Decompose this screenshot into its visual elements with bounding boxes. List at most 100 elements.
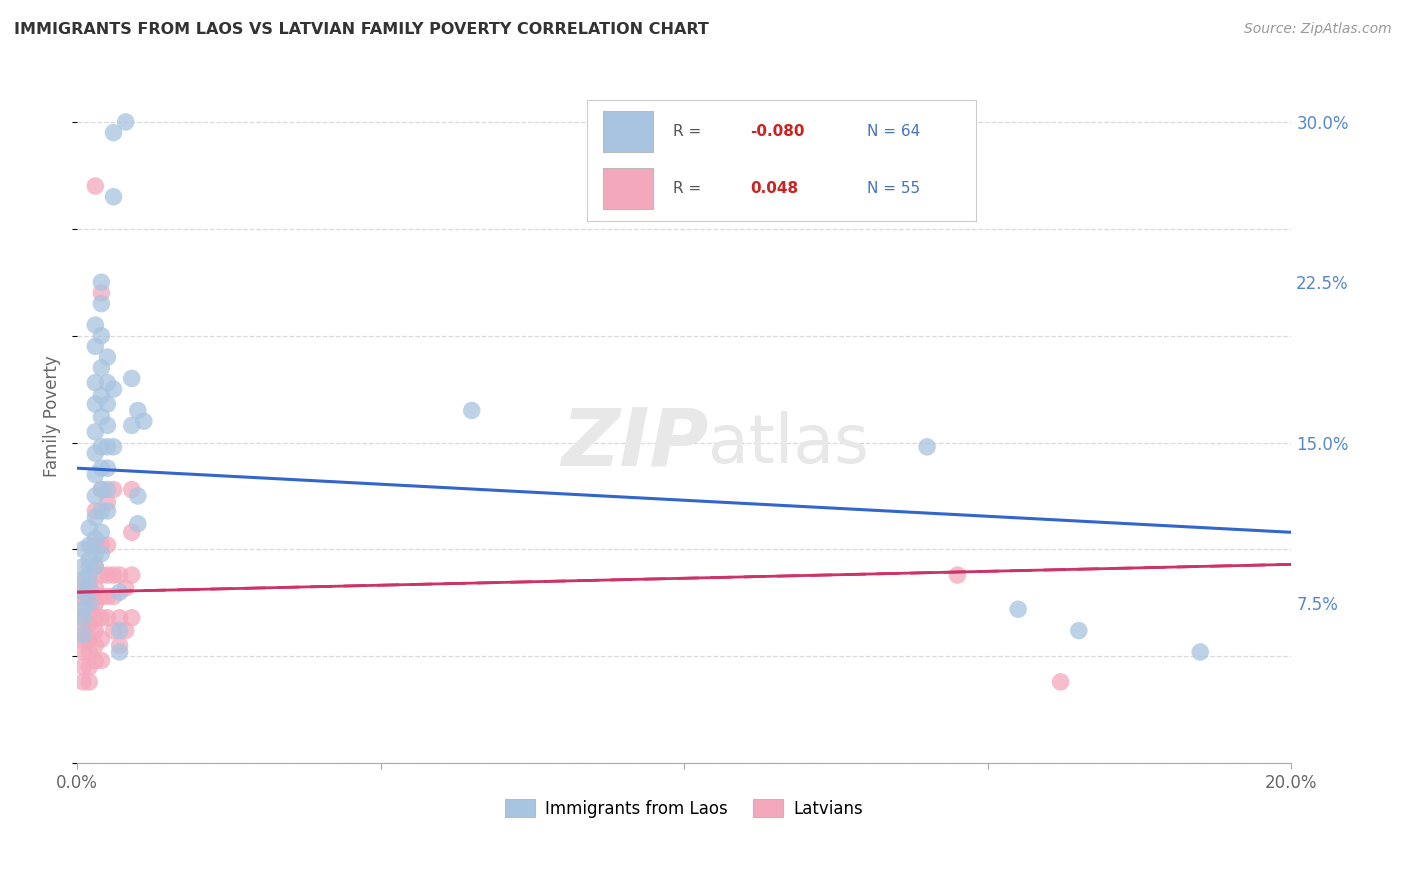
Point: [90, 296, 112, 310]
Point: [103, 568, 125, 582]
Point: [77, 596, 100, 610]
Point: [84, 532, 107, 546]
Point: [84, 489, 107, 503]
Point: [90, 440, 112, 454]
Point: [84, 510, 107, 524]
Point: [90, 525, 112, 540]
Point: [77, 602, 100, 616]
Point: [103, 126, 125, 140]
Point: [96, 397, 118, 411]
Point: [72, 590, 94, 604]
Point: [96, 568, 118, 582]
Point: [72, 572, 94, 586]
Point: [84, 376, 107, 390]
Point: [121, 483, 143, 497]
Point: [72, 674, 94, 689]
Point: [90, 632, 112, 647]
Point: [96, 538, 118, 552]
Point: [96, 461, 118, 475]
Text: atlas: atlas: [709, 410, 869, 476]
Point: [77, 674, 100, 689]
Point: [84, 596, 107, 610]
Point: [77, 590, 100, 604]
Point: [103, 483, 125, 497]
Point: [84, 397, 107, 411]
Point: [127, 403, 149, 417]
Point: [90, 547, 112, 561]
Point: [77, 645, 100, 659]
Point: [90, 461, 112, 475]
Point: [77, 521, 100, 535]
Point: [77, 553, 100, 567]
Point: [77, 632, 100, 647]
Point: [1049, 674, 1071, 689]
Point: [108, 611, 131, 625]
Point: [114, 624, 136, 638]
Point: [96, 376, 118, 390]
Point: [132, 414, 155, 428]
Point: [90, 611, 112, 625]
Point: [108, 639, 131, 653]
Point: [77, 581, 100, 595]
Point: [90, 409, 112, 424]
Point: [1189, 645, 1212, 659]
Point: [72, 645, 94, 659]
Point: [103, 382, 125, 396]
Point: [1007, 602, 1029, 616]
Point: [72, 611, 94, 625]
Point: [96, 350, 118, 364]
Point: [84, 318, 107, 332]
Point: [72, 602, 94, 616]
Point: [90, 275, 112, 289]
Point: [946, 568, 969, 582]
Legend: Immigrants from Laos, Latvians: Immigrants from Laos, Latvians: [499, 793, 870, 824]
Point: [103, 624, 125, 638]
Point: [127, 489, 149, 503]
Point: [121, 525, 143, 540]
Point: [84, 179, 107, 194]
Point: [84, 559, 107, 574]
Point: [72, 574, 94, 589]
Point: [121, 611, 143, 625]
Point: [72, 628, 94, 642]
Point: [84, 559, 107, 574]
Point: [84, 538, 107, 552]
Point: [121, 418, 143, 433]
Point: [90, 654, 112, 668]
Point: [90, 360, 112, 375]
Point: [77, 559, 100, 574]
Point: [72, 585, 94, 599]
Point: [96, 504, 118, 518]
Y-axis label: Family Poverty: Family Poverty: [44, 355, 60, 476]
Point: [108, 645, 131, 659]
Point: [96, 590, 118, 604]
Point: [114, 581, 136, 595]
Point: [1067, 624, 1090, 638]
Point: [90, 483, 112, 497]
Point: [77, 574, 100, 589]
Point: [90, 483, 112, 497]
Point: [84, 624, 107, 638]
Point: [84, 639, 107, 653]
Point: [90, 388, 112, 402]
Point: [84, 339, 107, 353]
Point: [96, 440, 118, 454]
Point: [72, 617, 94, 632]
Point: [72, 559, 94, 574]
Point: [72, 624, 94, 638]
Point: [72, 660, 94, 674]
Point: [108, 568, 131, 582]
Point: [127, 516, 149, 531]
Point: [915, 440, 938, 454]
Point: [90, 285, 112, 300]
Point: [103, 190, 125, 204]
Point: [96, 495, 118, 509]
Point: [96, 483, 118, 497]
Point: [90, 538, 112, 552]
Point: [103, 440, 125, 454]
Point: [84, 446, 107, 460]
Point: [90, 504, 112, 518]
Point: [108, 624, 131, 638]
Point: [96, 611, 118, 625]
Text: ZIP: ZIP: [561, 405, 709, 483]
